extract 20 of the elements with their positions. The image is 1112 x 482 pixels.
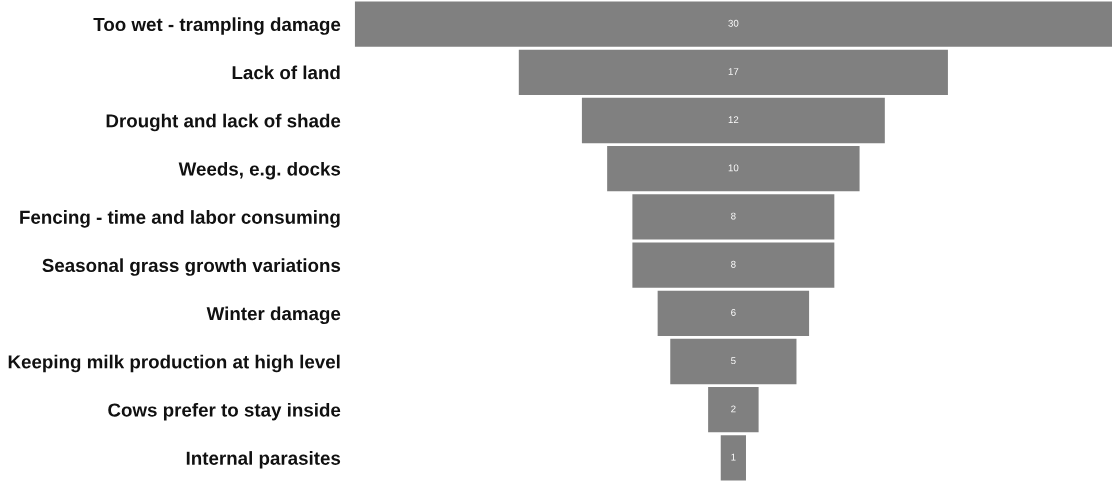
category-label: Too wet - trampling damage	[93, 17, 341, 35]
data-label: 2	[731, 405, 736, 413]
data-label: 6	[731, 309, 736, 316]
data-label: 10	[728, 164, 739, 172]
category-label: Cows prefer to stay inside	[108, 402, 341, 421]
category-label: Winter damage	[206, 306, 341, 325]
category-label: Seasonal grass growth variations	[42, 258, 341, 276]
data-label: 30	[728, 19, 739, 27]
category-label: Weeds, e.g. docks	[178, 161, 341, 180]
data-label: 8	[731, 260, 736, 268]
data-label: 5	[731, 357, 736, 365]
data-label: 12	[728, 116, 739, 124]
category-label: Drought and lack of shade	[106, 113, 341, 132]
data-label: 8	[731, 212, 736, 220]
data-label: 1	[731, 453, 736, 461]
category-label: Keeping milk production at high level	[8, 354, 340, 373]
category-label: Fencing - time and labor consuming	[20, 210, 340, 228]
category-label: Lack of land	[232, 65, 340, 80]
data-label: 17	[728, 68, 739, 75]
category-label: Internal parasites	[186, 451, 341, 469]
